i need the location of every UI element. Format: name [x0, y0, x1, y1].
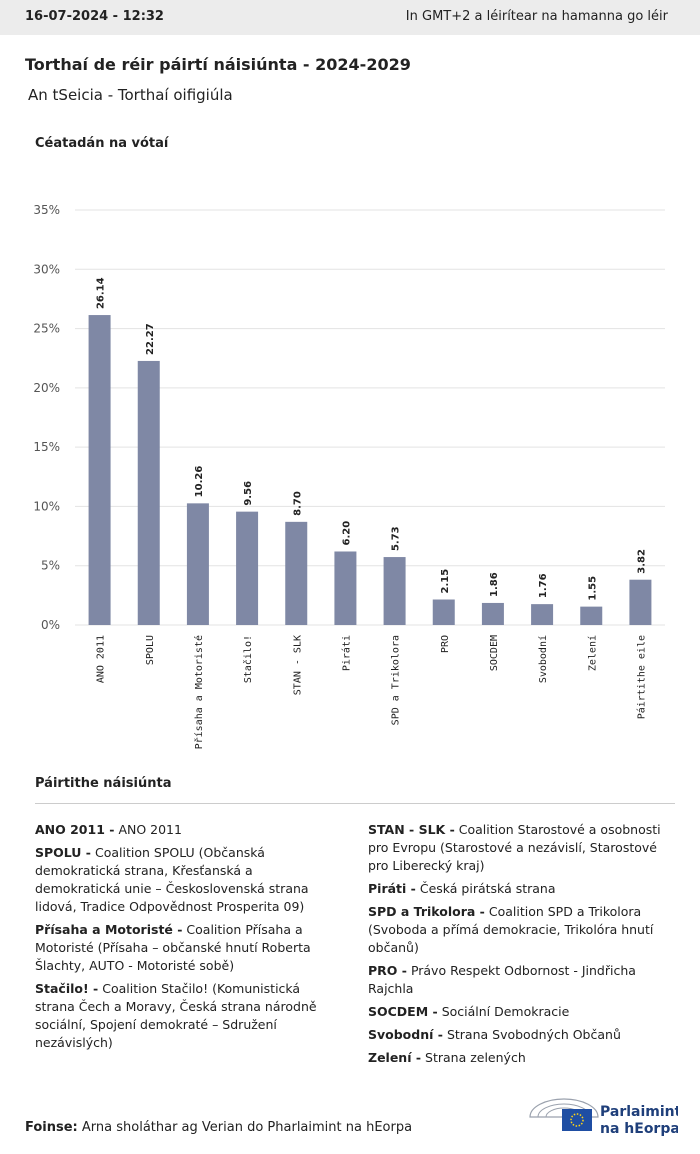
logo: Parlaimint na hEorpa [529, 1098, 678, 1137]
party-description: Coalition Stačilo! (Komunistická strana … [35, 981, 317, 1050]
bar [236, 511, 259, 625]
y-tick-label: 15% [33, 440, 60, 454]
y-tick-label: 35% [33, 203, 60, 217]
value-label: 8.70 [292, 491, 303, 516]
logo-text: Parlaimint [600, 1104, 678, 1120]
legend-entry: ANO 2011 - ANO 2011 [35, 821, 342, 839]
y-tick-label: 5% [41, 559, 60, 573]
x-tick-label: Zelení [586, 635, 598, 671]
value-label: 1.55 [587, 576, 598, 601]
x-tick-label: Páirtithe eile [635, 635, 647, 719]
party-name: Svobodní - [368, 1027, 443, 1042]
legend-title: Páirtithe náisiúnta [35, 776, 172, 791]
value-label: 10.26 [194, 466, 205, 498]
x-tick-label: ANO 2011 [96, 635, 107, 683]
value-label: 2.15 [440, 569, 451, 594]
party-description: Strana zelených [425, 1050, 526, 1065]
chart-title: Torthaí de réir páirtí náisiúnta - 2024-… [25, 55, 411, 74]
x-tick-label: SPOLU [145, 635, 156, 665]
party-description: Strana Svobodných Občanů [446, 1027, 621, 1042]
party-description: Coalition Přísaha a Motoristé (Přísaha –… [35, 922, 311, 973]
y-axis-label: Céatadán na vótaí [35, 136, 170, 151]
value-label: 1.76 [538, 573, 549, 598]
value-label: 1.86 [489, 572, 500, 597]
chart: Céatadán na vótaí 0% 5% 10% 15% 20% 25% 30% 35%… [33, 136, 665, 749]
x-tick-label: Přísaha a Motoristé [193, 635, 205, 749]
party-description: Sociální Demokracie [441, 1004, 570, 1019]
party-description: Coalition Starostové a osobnosti pro Evr… [368, 822, 661, 873]
bar [186, 503, 209, 625]
value-label: 5.73 [391, 526, 402, 551]
bar [383, 557, 406, 625]
bar [334, 551, 357, 625]
legend-entry: SOCDEM - Sociální Demokracie [368, 1003, 675, 1021]
bar [580, 606, 603, 625]
party-name: SOCDEM - [368, 1004, 438, 1019]
header-bar: 16-07-2024 - 12:32 In GMT+2 a léirítear … [0, 0, 700, 35]
legend-entry: Přísaha a Motoristé - Coalition Přísaha … [35, 921, 342, 975]
legend-entry: Stačilo! - Coalition Stačilo! (Komunisti… [35, 980, 342, 1052]
logo-text: na hEorpa [600, 1121, 678, 1137]
x-tick-label: Svobodní [537, 635, 549, 683]
y-tick-label: 25% [33, 322, 60, 336]
y-tick-label: 30% [33, 262, 60, 276]
party-name: SPD a Trikolora - [368, 904, 485, 919]
timestamp: 16-07-2024 - 12:32 [25, 9, 164, 24]
y-tick-label: 10% [33, 499, 60, 513]
source: Foinse: Arna sholáthar ag Verian do Phar… [25, 1120, 412, 1135]
bar [285, 521, 308, 625]
party-description: Coalition SPOLU (Občanská demokratická s… [35, 845, 309, 914]
legend: ANO 2011 - ANO 2011 SPOLU - Coalition SPO… [35, 821, 675, 1071]
chart-subtitle: An tSeicia - Torthaí oifigiúla [28, 86, 233, 104]
x-tick-label: PRO [440, 635, 451, 653]
party-name: SPOLU - [35, 845, 91, 860]
party-name: PRO - [368, 963, 407, 978]
divider [35, 803, 675, 804]
y-tick-label: 0% [41, 618, 60, 632]
source-label: Foinse: [25, 1120, 78, 1135]
value-label: 6.20 [341, 521, 352, 546]
legend-entry: Piráti - Česká pirátská strana [368, 880, 675, 898]
y-tick-label: 20% [33, 381, 60, 395]
party-name: Piráti - [368, 881, 416, 896]
value-label: 22.27 [145, 323, 156, 355]
timezone-note: In GMT+2 a léirítear na hamanna go léir [405, 9, 668, 24]
value-label: 9.56 [243, 481, 254, 506]
party-description: ANO 2011 [118, 822, 182, 837]
bar [481, 602, 504, 625]
source-text: Arna sholáthar ag Verian do Pharlaimint … [81, 1120, 413, 1135]
party-name: Zelení - [368, 1050, 422, 1065]
x-tick-label: Stačilo! [242, 635, 254, 683]
x-tick-label: SOCDEM [489, 635, 500, 671]
legend-entry: Zelení - Strana zelených [368, 1049, 675, 1067]
bar [432, 599, 455, 625]
bar [531, 604, 554, 625]
party-description: Česká pirátská strana [419, 881, 556, 896]
legend-entry: SPD a Trikolora - Coalition SPD a Trikol… [368, 903, 675, 957]
legend-entry: SPOLU - Coalition SPOLU (Občanská demokr… [35, 844, 342, 916]
party-name: Přísaha a Motoristé - [35, 922, 183, 937]
party-description: Coalition SPD a Trikolora (Svoboda a pří… [368, 904, 654, 955]
value-label: 26.14 [96, 277, 107, 309]
bar [88, 315, 111, 625]
party-name: Stačilo! - [35, 981, 99, 996]
legend-entry: STAN - SLK - Coalition Starostové a osob… [368, 821, 675, 875]
bar [137, 360, 160, 625]
x-tick-label: SPD a Trikolora [391, 635, 402, 725]
x-tick-label: Piráti [340, 635, 352, 671]
party-name: ANO 2011 - [35, 822, 115, 837]
legend-entry: PRO - Právo Respekt Odbornost - Jindřich… [368, 962, 675, 998]
party-name: STAN - SLK - [368, 822, 455, 837]
value-label: 3.82 [636, 549, 647, 574]
legend-entry: Svobodní - Strana Svobodných Občanů [368, 1026, 675, 1044]
bar [629, 579, 652, 625]
x-tick-label: STAN - SLK [292, 635, 303, 695]
party-description: Právo Respekt Odbornost - Jindřicha Rajc… [368, 963, 636, 996]
